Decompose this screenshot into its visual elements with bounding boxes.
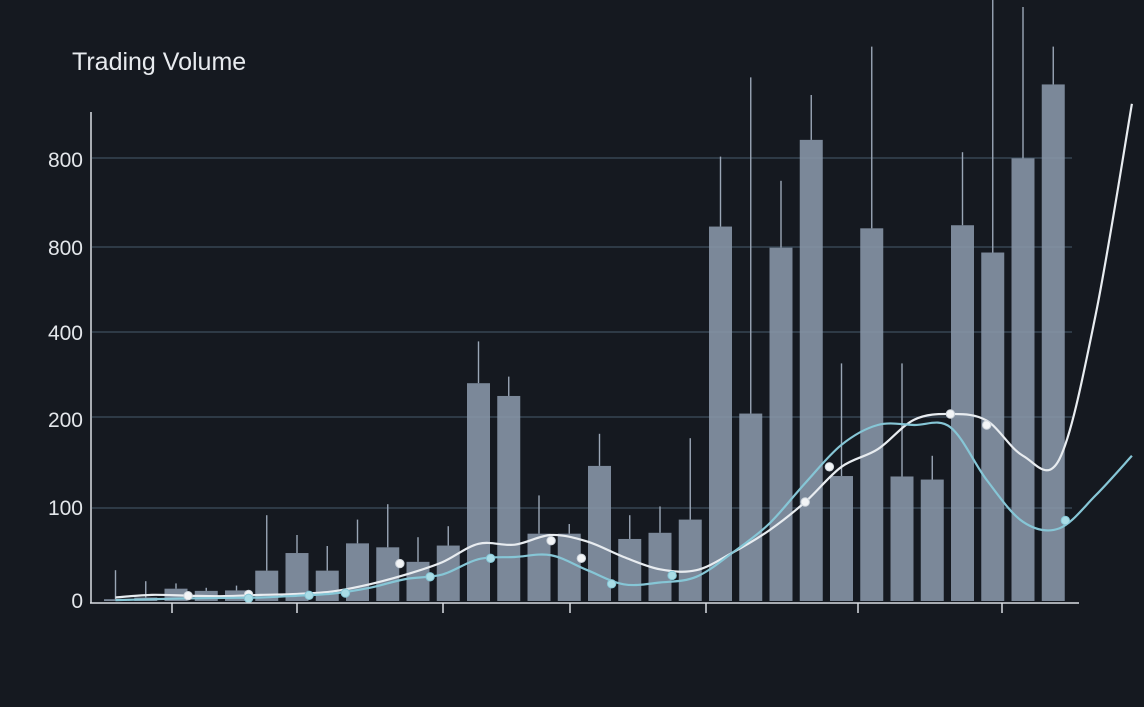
line-marker-secondary [340,588,351,598]
line-marker-primary [982,420,992,430]
y-tick-label: 200 [48,409,83,432]
line-marker-secondary [485,553,496,564]
y-tick-label: 800 [48,237,83,260]
bar [739,413,763,601]
y-tick-label: 100 [48,497,83,520]
bar [920,479,944,601]
bar [769,247,793,601]
bar [678,519,702,601]
line-marker-secondary [425,572,435,582]
line-marker-secondary [243,593,254,604]
bar [709,226,732,601]
bar [890,476,914,601]
line-marker-primary [945,409,956,419]
bar [467,383,490,601]
bar [951,225,974,602]
bar [860,228,884,601]
bar [527,533,551,601]
bar [1011,158,1035,602]
bar [285,553,309,601]
line-marker-primary [576,553,587,564]
bar [315,570,339,601]
line-marker-primary [546,536,556,546]
bar [618,538,642,601]
line-marker-secondary [667,570,677,581]
y-tick-label: 0 [71,590,83,613]
line-marker-primary [395,558,405,569]
y-tick-label: 800 [48,149,83,172]
line-marker-primary [183,591,193,601]
bar [376,547,400,601]
bar [799,139,823,601]
chart-title: Trading Volume [72,48,247,76]
line-marker-secondary [1060,515,1071,526]
line-marker-primary [824,462,835,472]
bar [588,465,611,601]
bar [830,476,853,601]
bar [557,533,581,601]
bar [255,570,279,601]
bar [497,395,521,601]
bar [1041,84,1065,601]
line-marker-secondary [304,590,314,600]
series-line-2 [115,421,1133,602]
line-marker-primary [800,497,810,507]
line-marker-secondary [606,579,617,589]
y-tick-label: 400 [48,322,83,345]
series-line-1 [115,103,1133,599]
